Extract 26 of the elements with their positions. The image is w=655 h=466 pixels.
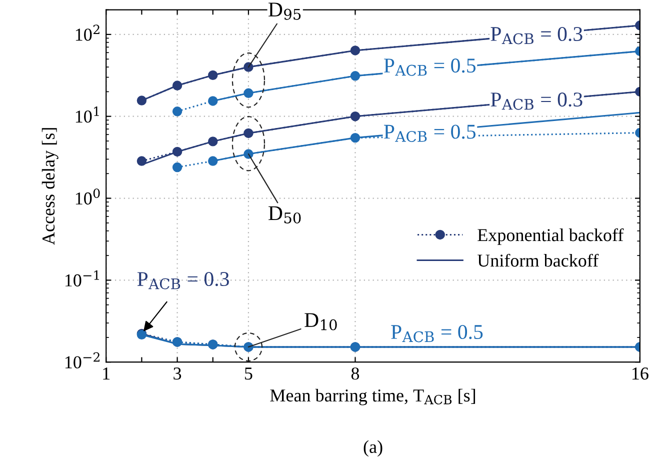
annotation: P$_{ACB}$ = 0.5	[384, 58, 476, 76]
annotation: P$_{ACB}$ = 0.5	[391, 324, 483, 342]
x-tick-label: 1	[103, 368, 110, 380]
annotation: P$_{ACB}$ = 0.3	[490, 92, 582, 110]
y-axis-title: Access delay [s]	[42, 128, 58, 245]
annotation: D$_{50}$	[268, 206, 301, 224]
x-axis-title: Mean barring time, T$_{ACB}$ [s]	[270, 388, 476, 406]
legend-label: Exponential backoff	[478, 228, 624, 245]
y-tick-label: 10$^{−1}$	[65, 270, 99, 286]
y-tick-label: 10$^{2}$	[76, 24, 100, 41]
annotation: P$_{ACB}$ = 0.3	[137, 272, 229, 290]
x-tick-label: 16	[632, 368, 648, 380]
annotation: P$_{ACB}$ = 0.5	[384, 124, 476, 142]
point	[172, 162, 182, 172]
x-tick-label: 5	[245, 368, 252, 380]
text: (a)	[364, 440, 382, 457]
x-tick-label: 3	[174, 368, 182, 380]
point	[172, 106, 182, 116]
legend-label: Uniform backoff	[477, 254, 599, 267]
y-tick-label: 10$^{−2}$	[65, 352, 100, 368]
y-tick-label: 10$^{0}$	[76, 188, 100, 205]
x-tick-label: 8	[351, 367, 360, 380]
annotation: D$_{95}$	[268, 2, 301, 20]
annotation: D$_{10}$	[304, 313, 337, 330]
annotation: P$_{ACB}$ = 0.3	[490, 26, 582, 44]
y-tick-label: 10$^{1}$	[76, 106, 99, 123]
